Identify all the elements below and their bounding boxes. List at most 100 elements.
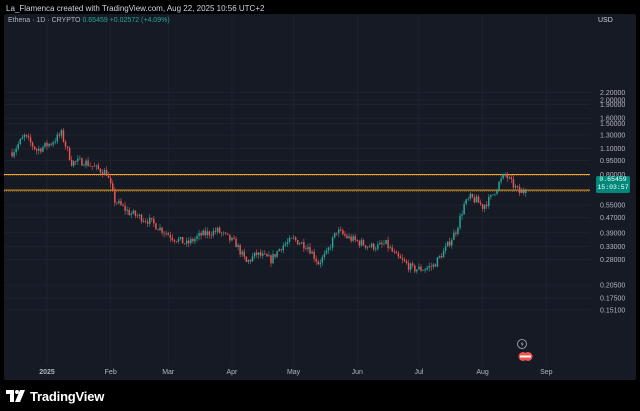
candle-body [130,213,132,216]
candle-body [70,160,73,166]
y-tick-label: 1.30000 [600,133,625,140]
lightning-glyph-icon [520,341,524,347]
candle-body [11,152,13,157]
candle-body [60,130,63,136]
candle-body [146,221,149,224]
candle-body [85,160,87,166]
tradingview-footer[interactable]: TradingView [6,386,104,406]
candle-body [97,165,100,169]
candle-body [101,172,104,175]
candle-body [155,223,157,230]
symbol-legend[interactable]: Ethena · 1D · CRYPTO 0.65459 +0.02572 (+… [8,17,170,24]
candle-body [175,241,178,242]
candle-body [494,193,496,195]
candle-body [31,142,34,147]
candle-body [181,237,184,244]
candle-body [214,230,217,232]
candle-body [40,148,42,152]
candle-body [257,252,260,255]
candle-body [514,186,517,188]
candle-body [54,141,56,143]
candle-body [243,251,246,257]
candle-body [118,200,120,204]
candle-body [13,152,15,157]
candle-body [457,227,459,234]
candle-body [99,168,102,173]
candle-body [490,195,492,197]
candle-body [56,134,59,142]
candle-body [352,236,354,241]
candle-body [463,203,465,215]
candle-body [222,232,225,234]
candle-body [286,241,289,244]
candle-body [348,236,350,239]
candle-body [483,204,486,209]
candle-body [420,266,422,271]
candle-body [360,240,363,246]
candle-body [377,244,379,249]
time-axis[interactable]: 2025 Feb Mar Apr May Jun Jul Aug Sep [39,369,552,376]
candle-body [307,247,309,250]
candle-body [264,253,266,255]
candle-body [212,230,215,236]
candle-body [350,236,352,241]
candle-body [161,227,163,233]
candle-body [198,233,200,237]
candle-body [461,214,463,216]
candle-body [479,202,482,205]
candle-body [159,227,161,231]
candle-body [29,137,32,143]
currency-label[interactable]: USD [598,17,613,24]
candle-body [218,227,221,233]
candle-body [424,269,426,271]
candles [11,127,527,274]
candle-body [356,239,359,242]
candle-body [319,262,322,265]
alert-icons[interactable] [517,339,533,362]
candle-body [397,253,400,257]
candle-body [344,234,346,236]
candle-body [428,266,430,268]
candle-body [77,158,79,162]
candle-body [83,165,85,167]
candle-body [81,158,83,166]
candle-body [518,187,521,194]
candle-body [455,232,457,234]
candle-body [210,235,213,236]
candle-body [138,214,141,216]
candle-body [317,261,319,265]
candle-body [188,240,190,244]
candle-body [171,237,174,240]
symbol-name[interactable]: Ethena · 1D · CRYPTO [8,17,81,24]
x-tick-label: Jun [352,369,363,376]
candle-body [282,245,285,251]
x-tick-label: Sep [540,369,553,376]
candle-body [75,161,77,162]
candle-body [488,196,490,207]
candle-body [23,134,26,138]
candle-body [504,174,506,175]
candle-body [247,260,250,262]
candle-body [132,210,135,214]
candle-body [492,194,494,196]
candle-body [216,227,219,232]
lightning-icon[interactable] [517,339,527,349]
candle-body [325,250,328,254]
candle-body [346,235,348,239]
candle-body [46,142,48,147]
candle-body [298,243,301,245]
candle-body [323,253,326,257]
candle-body [44,142,46,147]
candle-body [438,255,441,258]
candle-body [235,238,237,248]
y-tick-label: 0.39000 [600,230,625,237]
legend-change: +0.02572 (+4.09%) [109,17,170,24]
candle-body [202,230,204,236]
candle-body [448,241,451,246]
candle-body [204,230,206,236]
chart-panel[interactable]: 2.20000 2.00000 1.90000 1.60000 1.50000 1.300… [4,14,636,380]
candle-body [393,251,396,253]
